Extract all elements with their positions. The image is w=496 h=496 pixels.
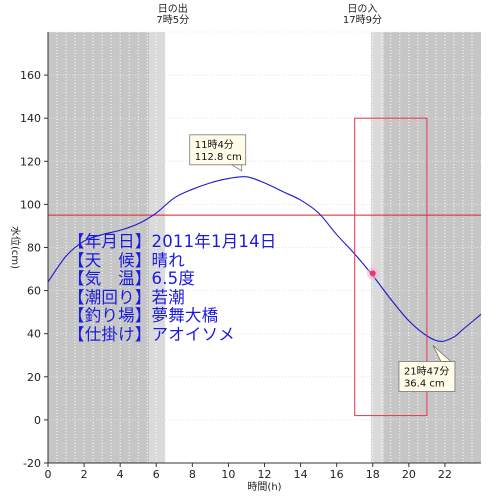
callout-box xyxy=(189,134,247,166)
x-tick-label: 12 xyxy=(258,468,272,481)
x-axis-label: 時間(h) xyxy=(247,481,281,493)
callout-pointer xyxy=(432,345,452,362)
y-tick-label: 80 xyxy=(27,242,41,255)
y-tick-label: 120 xyxy=(20,155,41,168)
twilight-band xyxy=(149,32,166,463)
fishing-info-panel: 【年月日】2011年1月14日 【天 候】晴れ 【気 温】6.5度 【潮回り】若… xyxy=(68,232,277,344)
info-weather: 【天 候】晴れ xyxy=(68,250,185,270)
low-tide-time: 21時47分 xyxy=(404,365,449,377)
y-tick-label: -20 xyxy=(23,457,41,470)
info-tide: 【潮回り】若潮 xyxy=(68,287,185,307)
callouts xyxy=(189,134,456,392)
x-tick-label: 2 xyxy=(81,468,88,481)
high-tide-level: 112.8 cm xyxy=(195,152,242,163)
x-tick-label: 20 xyxy=(402,468,416,481)
x-tick-label: 0 xyxy=(45,468,52,481)
x-tick-label: 6 xyxy=(153,468,160,481)
x-tick-label: 22 xyxy=(438,468,452,481)
info-spot: 【釣り場】夢舞大橋 xyxy=(68,306,219,325)
sunrise-time: 7時5分 xyxy=(156,14,189,26)
x-tick-label: 14 xyxy=(294,468,308,481)
low-tide-level: 36.4 cm xyxy=(404,378,445,389)
highlight-box xyxy=(354,117,428,417)
high-tide-time: 11時4分 xyxy=(195,139,234,151)
sunset-time: 17時9分 xyxy=(343,14,382,26)
info-temperature: 【気 温】6.5度 xyxy=(68,269,196,288)
y-tick-label: 40 xyxy=(27,328,41,341)
x-tick-label: 10 xyxy=(221,468,235,481)
y-tick-label: 20 xyxy=(27,371,41,384)
y-tick-label: 100 xyxy=(20,198,41,211)
y-tick-label: 160 xyxy=(20,69,41,82)
twilight-band xyxy=(370,32,384,463)
tide-curve xyxy=(47,176,482,343)
x-tick-label: 18 xyxy=(366,468,380,481)
info-date: 【年月日】2011年1月14日 xyxy=(68,232,277,251)
y-tick-label: 140 xyxy=(20,112,41,125)
callout-box xyxy=(398,361,456,392)
callout-pointer xyxy=(230,164,243,172)
highlight-box-layer xyxy=(354,117,428,417)
y-tick-label: 0 xyxy=(34,414,41,427)
current-tide-marker xyxy=(369,270,376,277)
x-tick-label: 4 xyxy=(117,468,124,481)
info-rig: 【仕掛け】アオイソメ xyxy=(68,324,235,344)
axes: 0 2 4 6 8 10 12 14 16 18 20 22 -20 0 20 40 60 80 100 120 140… xyxy=(20,32,481,481)
y-tick-label: 60 xyxy=(27,285,41,298)
sunrise-title: 日の出 xyxy=(158,2,188,15)
sunset-title: 日の入 xyxy=(347,4,377,15)
x-tick-label: 8 xyxy=(189,468,196,481)
y-axis-label: 水位(cm) xyxy=(9,226,22,269)
x-tick-label: 16 xyxy=(330,468,344,481)
tide-curve-layer xyxy=(47,176,482,343)
